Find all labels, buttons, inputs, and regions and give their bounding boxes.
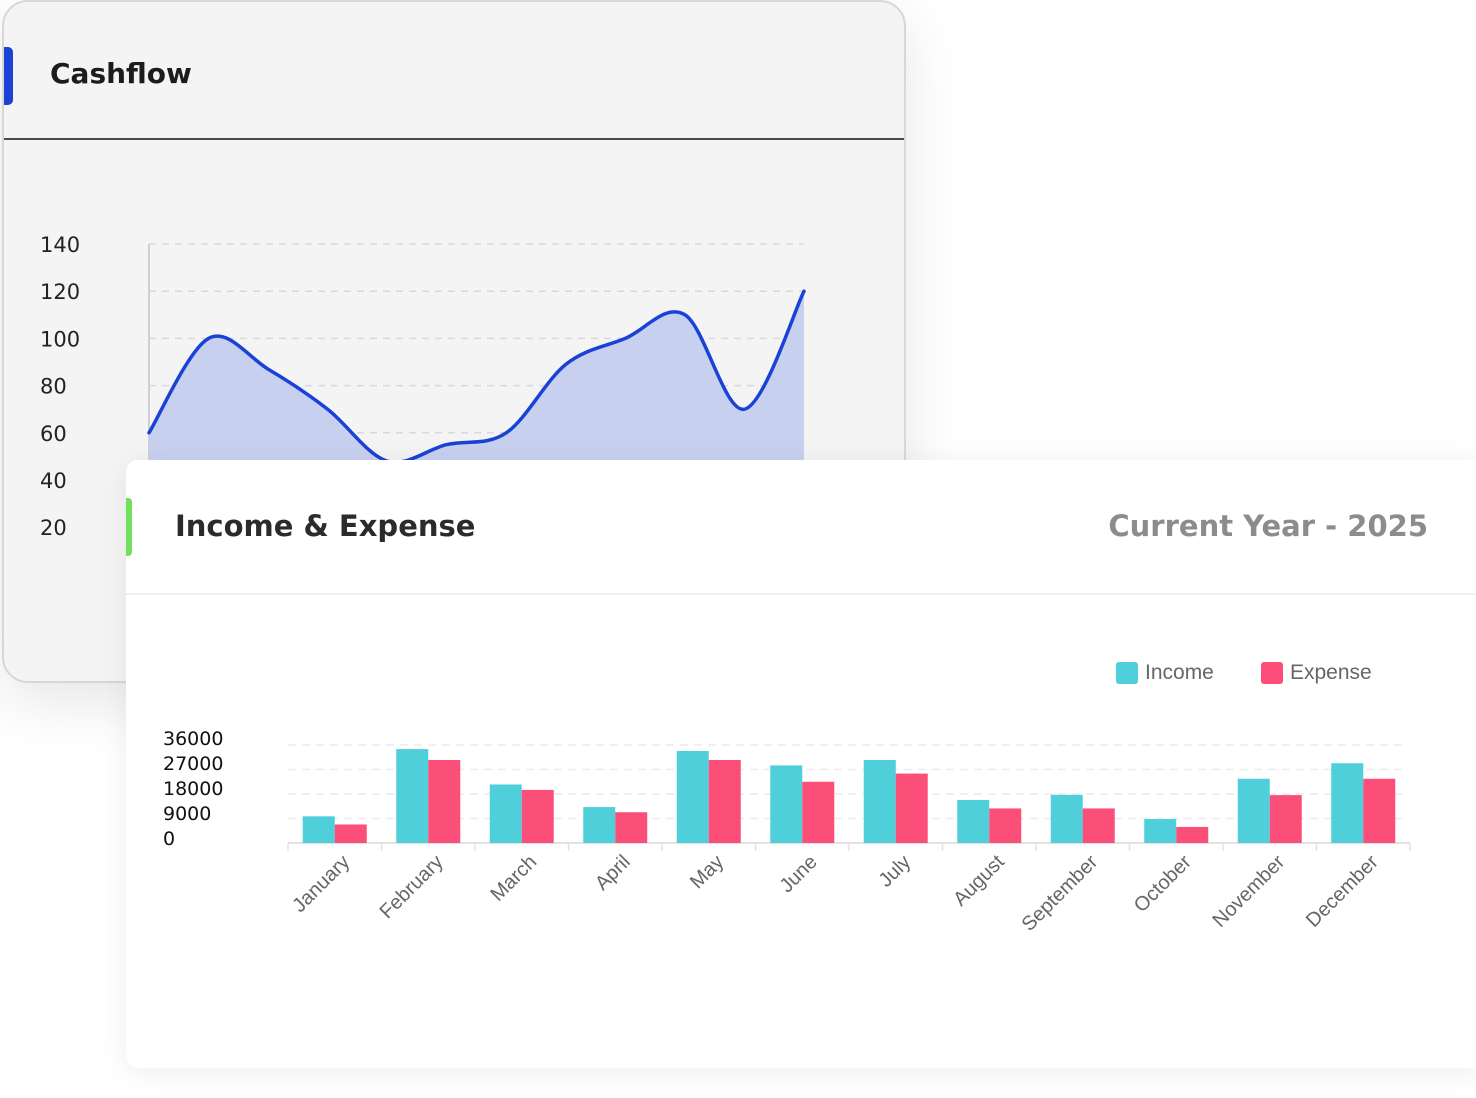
expense-bar	[708, 759, 741, 843]
income-bar	[1050, 794, 1083, 843]
cashflow-y-tick: 100	[40, 327, 80, 351]
income-expense-y-tick: 9000	[163, 803, 211, 825]
cashflow-title: Cashflow	[50, 57, 192, 90]
income-expense-chart: 0 9000 18000 27000 36000 January February March…	[163, 728, 1411, 936]
expense-bar	[521, 789, 554, 843]
income-expense-x-tick: September	[1018, 851, 1103, 936]
income-bar	[583, 807, 616, 843]
income-expense-x-tick: March	[486, 851, 541, 906]
legend-swatch-income	[1116, 662, 1138, 684]
legend-label-income: Income	[1145, 661, 1214, 684]
income-expense-title: Income & Expense	[175, 509, 476, 543]
cashflow-accent-bar	[4, 47, 13, 105]
income-bar	[489, 784, 522, 843]
cashflow-y-tick: 20	[40, 516, 67, 540]
cashflow-y-tick: 60	[40, 422, 67, 446]
expense-bar	[802, 781, 835, 843]
income-expense-x-tick: January	[288, 851, 354, 917]
income-expense-period: Current Year - 2025	[1108, 509, 1428, 543]
income-expense-y-tick: 18000	[163, 778, 223, 800]
income-expense-x-tick: July	[875, 851, 916, 892]
income-expense-x-tick: November	[1208, 851, 1289, 932]
income-bar	[1144, 819, 1177, 843]
income-bar	[770, 765, 803, 843]
expense-bar	[1082, 808, 1115, 843]
cashflow-y-tick: 80	[40, 375, 67, 399]
legend-label-expense: Expense	[1290, 661, 1372, 684]
income-expense-x-tick: December	[1302, 851, 1383, 932]
expense-bar	[428, 759, 461, 843]
cashflow-divider	[4, 138, 904, 140]
income-expense-y-tick: 36000	[163, 728, 223, 750]
expense-bar	[989, 808, 1022, 843]
income-bar	[302, 816, 335, 843]
income-expense-x-tick: February	[376, 851, 448, 923]
cashflow-line	[147, 289, 806, 465]
income-bar	[676, 750, 709, 843]
legend-swatch-expense	[1261, 662, 1283, 684]
income-expense-x-tick: October	[1130, 851, 1196, 917]
income-expense-x-tick: April	[591, 851, 635, 895]
income-expense-y-tick: 0	[163, 828, 175, 850]
income-expense-x-tick: August	[949, 851, 1009, 911]
income-expense-y-tick: 27000	[163, 753, 223, 775]
income-expense-card: Income & Expense Current Year - 2025 Inc…	[126, 460, 1476, 1068]
expense-bar	[895, 773, 928, 843]
income-expense-x-tick: May	[686, 851, 728, 893]
income-expense-x-tick: June	[776, 851, 822, 897]
income-bar	[1331, 763, 1364, 843]
cashflow-y-tick: 120	[40, 280, 80, 304]
income-bar	[957, 799, 990, 843]
expense-bar	[1363, 778, 1396, 843]
expense-bar	[1269, 795, 1302, 843]
income-expense-divider	[126, 593, 1476, 595]
expense-bar	[615, 812, 648, 843]
income-bar	[863, 759, 896, 843]
expense-bar	[1176, 826, 1209, 843]
income-bar	[396, 749, 429, 843]
expense-bar	[334, 824, 367, 843]
income-expense-accent-bar	[126, 498, 132, 556]
cashflow-y-tick: 140	[40, 233, 80, 257]
cashflow-y-tick: 40	[40, 469, 67, 493]
income-bar	[1237, 778, 1270, 843]
